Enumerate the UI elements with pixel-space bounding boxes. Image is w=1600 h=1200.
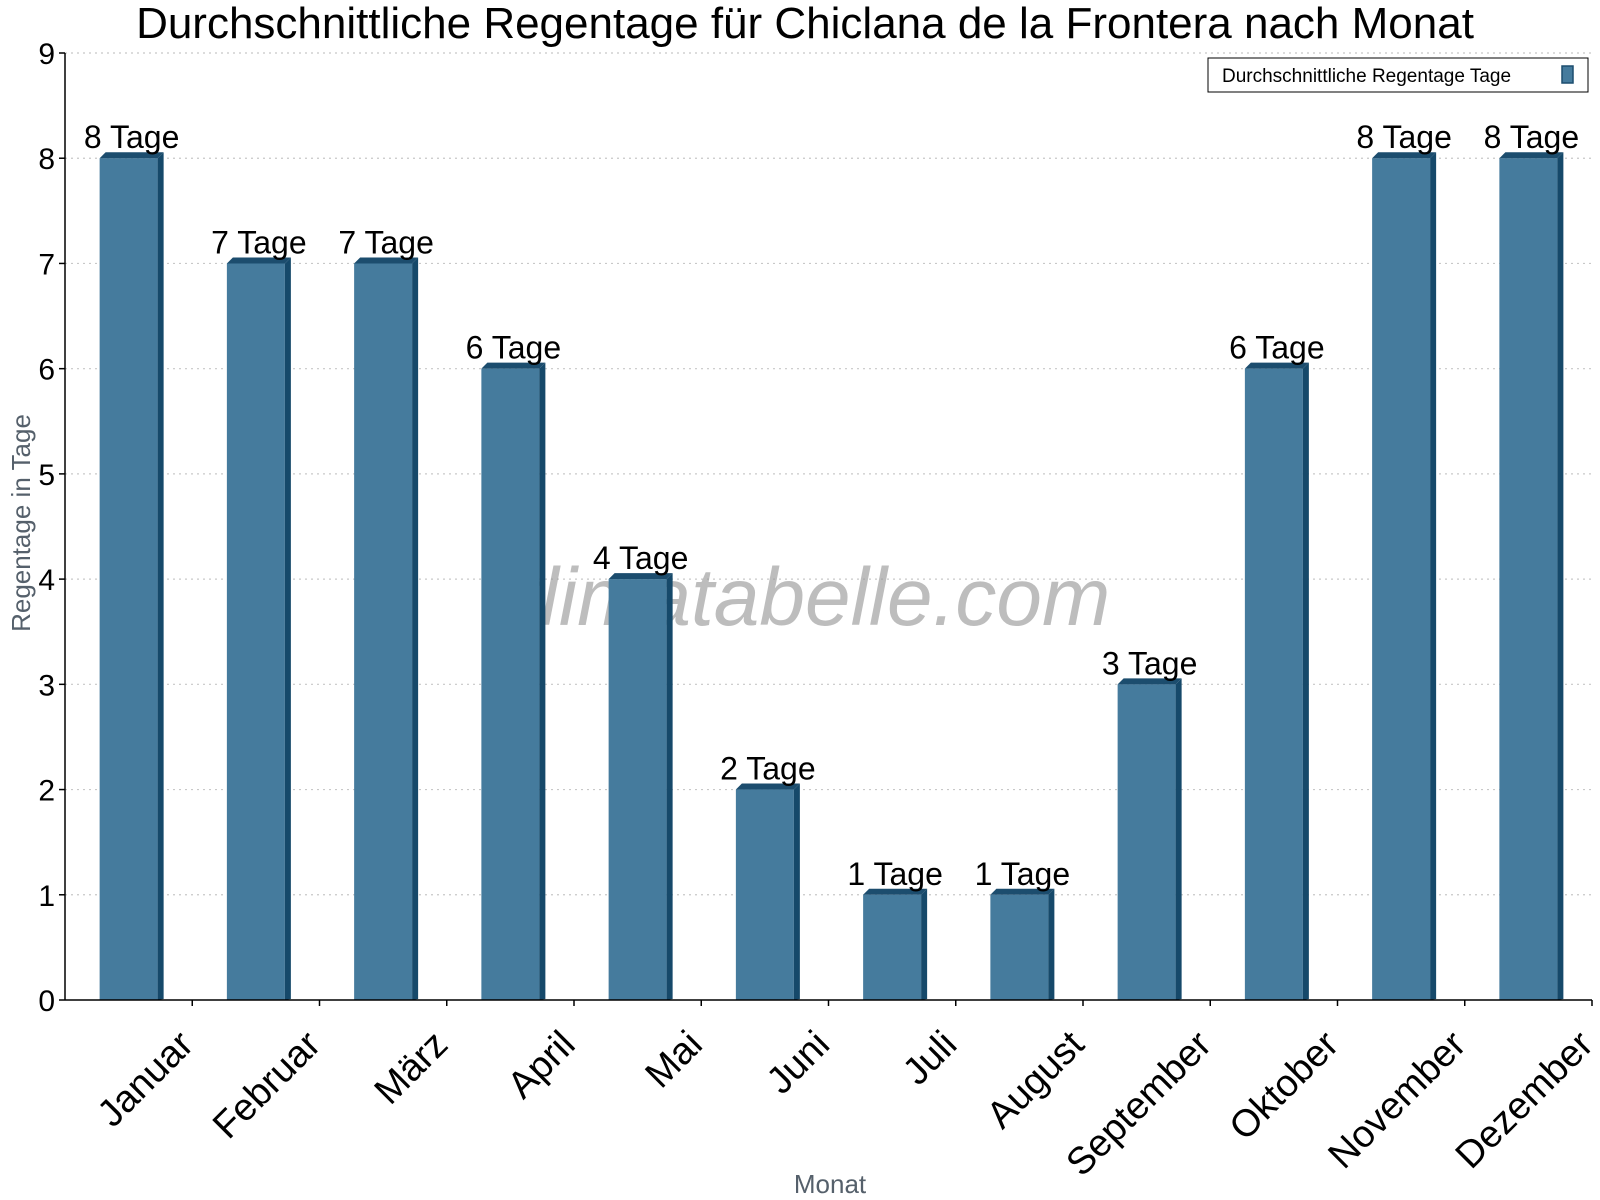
x-tick-label: Februar [205,1023,329,1147]
bar-side [921,888,928,1000]
x-axis-ticks: Januar Februar März April Mai Juni Juli AugustS… [90,1000,1600,1184]
x-tick-label: Juni [759,1023,838,1102]
bar-side [1557,152,1564,1000]
bar-side [539,362,546,1001]
data-label: 4 Tage [593,540,689,576]
x-tick-label: Dezember [1448,1023,1600,1177]
axes [64,53,1592,1001]
chart-title: Durchschnittliche Regentage für Chiclana… [136,0,1474,48]
bar-side [1430,152,1437,1000]
bar-top [990,888,1055,895]
bar-side [157,152,164,1000]
data-label: 8 Tage [1484,119,1580,155]
bar-dezember [1499,158,1558,1000]
y-tick-label: 1 [38,880,55,913]
bar-top [481,362,546,369]
x-tick-label: April [500,1023,583,1106]
data-label: 7 Tage [338,224,434,260]
y-axis-label: Regentage in Tage [6,414,36,632]
y-tick-label: 4 [38,564,55,597]
bar-side [412,257,419,1000]
x-tick-label: März [367,1023,456,1112]
y-tick-label: 5 [38,459,55,492]
legend: Durchschnittliche Regentage Tage [1207,57,1589,93]
watermark: klimatabelle.com [500,552,1111,643]
data-label: 8 Tage [1356,119,1452,155]
bar-top [863,888,928,895]
x-tick-label: Juli [895,1023,965,1093]
bar-august [990,894,1049,1000]
y-axis-ticks: 0 1 2 3 4 5 6 7 8 9 [38,38,65,1018]
bar-top [1117,678,1182,685]
data-label: 7 Tage [211,224,307,260]
y-tick-label: 9 [38,38,55,71]
bar-side [793,783,800,1000]
x-tick-label: August [979,1023,1093,1137]
grid-lines [65,52,1592,896]
legend-swatch [1561,65,1574,84]
bar-top [608,573,673,580]
bar-april [481,368,540,1001]
x-axis-label: Monat [794,1169,867,1199]
y-tick-label: 3 [38,669,55,702]
bar-side [666,573,673,1000]
bar-mai [608,579,667,1000]
bar-top [354,257,419,264]
y-tick-label: 0 [38,985,55,1018]
data-label: 8 Tage [84,119,180,155]
bar-top [1499,152,1564,159]
bar-november [1372,158,1431,1000]
legend-box [1207,57,1589,93]
bar-top [1372,152,1437,159]
bar-märz [354,263,413,1000]
bar-februar [226,263,285,1000]
bar-top [226,257,291,264]
bar-top [1244,362,1309,369]
x-tick-label: Mai [638,1023,711,1096]
data-label: 3 Tage [1102,645,1198,681]
legend-label: Durchschnittliche Regentage Tage [1222,66,1511,87]
y-tick-label: 2 [38,775,55,808]
bar-side [284,257,291,1000]
data-label: 1 Tage [847,856,943,892]
x-tick-label: Januar [90,1023,202,1135]
bar-side [1302,362,1309,1001]
bar-top [735,783,800,790]
data-label: 6 Tage [1229,330,1325,366]
bar-side [1175,678,1182,1000]
y-tick-label: 6 [38,354,55,387]
bar-top [99,152,164,159]
y-tick-label: 8 [38,143,55,176]
bar-juni [735,789,794,1000]
bars [99,152,1564,1001]
bar-side [1048,888,1055,1000]
bar-januar [99,158,158,1000]
y-tick-label: 7 [38,248,55,281]
data-label: 1 Tage [975,856,1071,892]
data-labels: 8 Tage 7 Tage 7 Tage 6 Tage 4 Tage 2 Tage 1 Ta… [84,119,1579,892]
bar-oktober [1244,368,1303,1001]
data-label: 6 Tage [466,330,562,366]
data-label: 2 Tage [720,751,816,787]
bar-juli [863,894,922,1000]
bar-september [1117,684,1176,1000]
x-tick-label: Oktober [1222,1023,1348,1149]
x-tick-label: November [1321,1023,1475,1177]
